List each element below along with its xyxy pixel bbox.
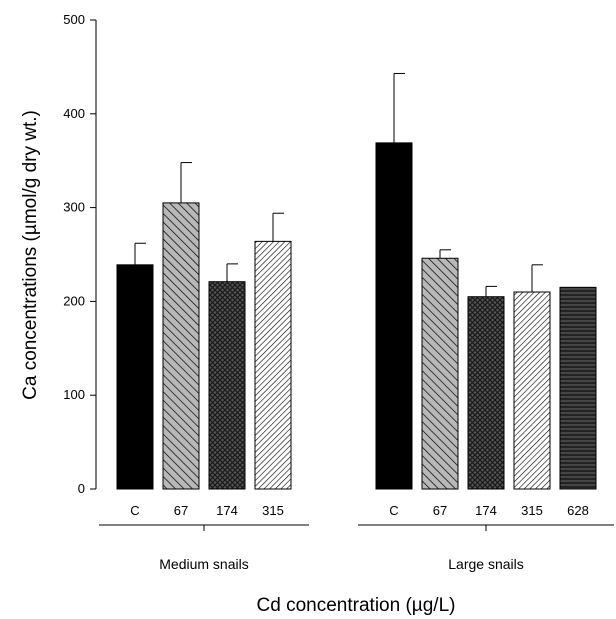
bar — [421, 257, 459, 490]
group-label: Medium snails — [159, 556, 248, 572]
bar — [467, 296, 505, 490]
category-label: 174 — [216, 503, 238, 518]
y-tick-label: 500 — [63, 12, 85, 27]
y-tick-label: 0 — [78, 481, 85, 496]
bar — [162, 202, 200, 490]
bar — [116, 264, 154, 490]
bar — [375, 142, 413, 490]
category-label: 174 — [475, 503, 497, 518]
y-tick-label: 400 — [63, 106, 85, 121]
y-tick-label: 200 — [63, 293, 85, 308]
category-label: C — [130, 503, 139, 518]
y-axis-ticks: 0 100 200 300 400 500 — [63, 12, 96, 496]
category-label: 628 — [567, 503, 589, 518]
group-label: Large snails — [448, 556, 524, 572]
category-label: 315 — [521, 503, 543, 518]
y-tick-label: 300 — [63, 200, 85, 215]
bar — [513, 291, 551, 490]
bar — [559, 286, 597, 490]
category-label: C — [389, 503, 398, 518]
category-label: 315 — [262, 503, 284, 518]
group-brackets: Medium snails Large snails — [99, 524, 614, 572]
bar — [208, 281, 246, 490]
category-label: 67 — [433, 503, 447, 518]
bars — [116, 72, 597, 490]
y-tick-label: 100 — [63, 387, 85, 402]
bar — [254, 240, 292, 490]
x-axis-title: Cd concentration (µg/L) — [257, 595, 456, 616]
y-axis-title: Ca concentrations (µmol/g dry wt.) — [20, 110, 41, 400]
category-label: 67 — [174, 503, 188, 518]
category-labels: C 67 174 315 C 67 174 315 628 — [130, 503, 589, 518]
